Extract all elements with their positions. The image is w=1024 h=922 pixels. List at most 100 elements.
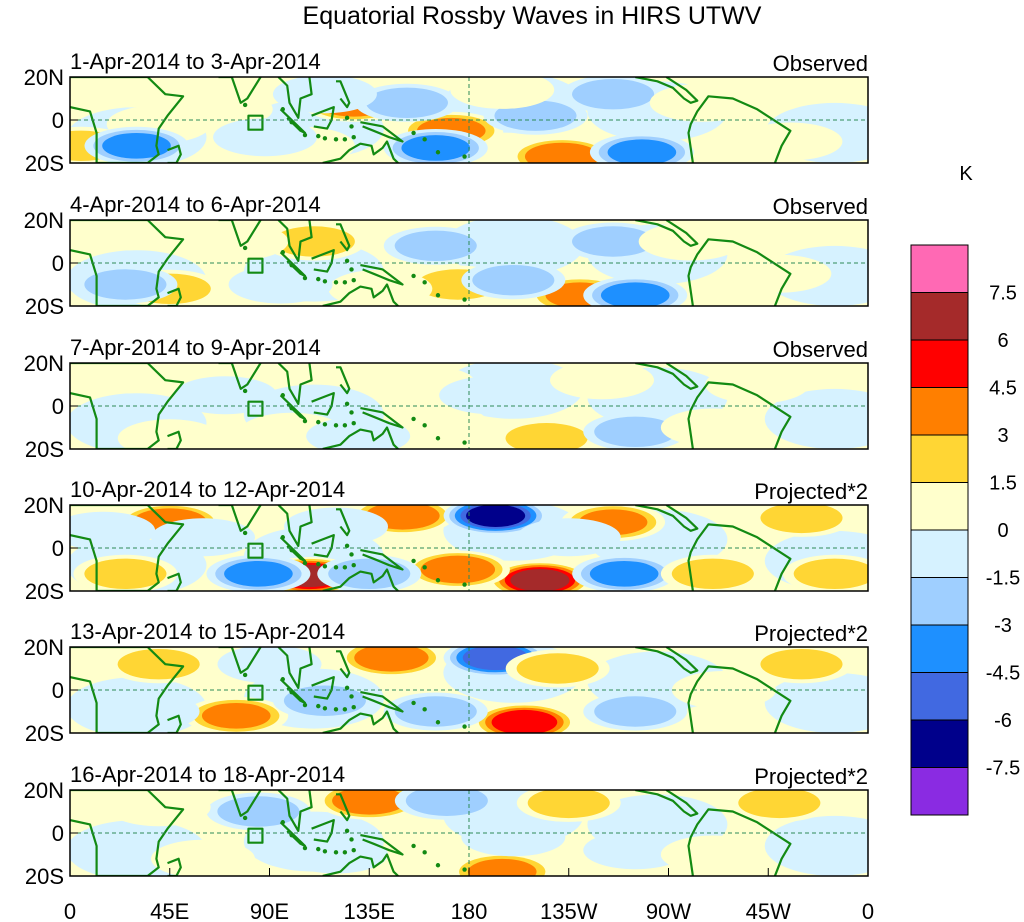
contour-field <box>70 363 868 449</box>
panel-date-range: 7-Apr-2014 to 9-Apr-2014 <box>70 335 321 360</box>
coastline <box>70 220 185 306</box>
contour-level <box>117 419 222 449</box>
lat-tick-label: 0 <box>52 536 64 561</box>
island <box>280 677 285 682</box>
contour-level <box>660 835 765 874</box>
island <box>322 849 328 854</box>
colorbar-bin <box>910 339 969 388</box>
island <box>351 848 356 853</box>
coastlines <box>70 790 792 876</box>
contour-level <box>705 365 810 404</box>
contour-level <box>173 376 278 415</box>
contour-field <box>70 77 868 163</box>
island <box>344 401 350 407</box>
panel-date-range: 16-Apr-2014 to 18-Apr-2014 <box>70 762 345 787</box>
colorbar-bin <box>910 244 969 293</box>
island <box>242 245 248 251</box>
contour-level <box>383 404 488 443</box>
island <box>344 828 350 834</box>
coastline <box>218 220 262 247</box>
island <box>411 130 416 136</box>
positive-anomaly <box>782 554 868 591</box>
contour-level <box>638 222 743 261</box>
coastline <box>360 407 404 429</box>
negative-anomaly <box>228 265 333 304</box>
colorbar-tick-label: 6 <box>997 330 1008 352</box>
positive-anomaly <box>660 835 765 874</box>
contour-level <box>70 511 156 550</box>
island <box>242 102 248 108</box>
negative-anomaly <box>213 118 318 157</box>
region-box <box>247 257 264 274</box>
negative-anomaly <box>394 790 499 820</box>
coastlines <box>70 505 792 591</box>
negative-anomaly <box>461 261 566 300</box>
region-box <box>247 542 264 559</box>
colorbar-bin <box>910 482 969 531</box>
island <box>316 276 321 282</box>
island <box>302 132 308 138</box>
island <box>422 707 427 712</box>
coastline <box>218 790 262 817</box>
contour-level <box>439 376 544 415</box>
island <box>289 547 294 553</box>
island <box>316 846 321 852</box>
island <box>349 124 354 129</box>
coastline <box>322 140 399 163</box>
positive-anomaly <box>405 550 510 589</box>
island <box>351 278 356 283</box>
island <box>351 705 356 710</box>
contour-level <box>649 83 754 122</box>
panel-kind: Observed <box>773 194 868 219</box>
colorbar-tick-label: 7.5 <box>989 283 1017 305</box>
coastline <box>311 819 335 843</box>
island <box>322 706 328 711</box>
panel-date-range: 1-Apr-2014 to 3-Apr-2014 <box>70 49 321 74</box>
colorbar-tick-label: 3 <box>997 425 1008 447</box>
island <box>289 689 294 695</box>
contour-field <box>70 790 868 876</box>
colorbar-tick-label: -4.5 <box>986 663 1020 685</box>
contour-level <box>394 230 477 261</box>
island <box>411 700 416 706</box>
coastlines <box>70 647 792 733</box>
contour-level <box>461 818 566 857</box>
lat-tick-label: 20S <box>25 294 64 319</box>
contour-level <box>401 135 471 161</box>
coastline <box>687 665 792 733</box>
coastline <box>277 363 313 405</box>
island <box>349 552 354 557</box>
island <box>349 410 354 415</box>
lat-tick-label: 0 <box>52 108 64 133</box>
island <box>280 820 285 825</box>
contour-field <box>70 220 868 306</box>
island <box>349 267 354 272</box>
coastline <box>336 366 351 395</box>
coastline <box>322 853 399 876</box>
contour-level <box>84 269 167 300</box>
colorbar-bin <box>910 529 969 578</box>
colorbar-bin <box>910 434 969 483</box>
positive-anomaly <box>184 222 289 261</box>
coastline <box>311 676 335 700</box>
island <box>435 293 441 298</box>
colorbar-tick-label: -1.5 <box>986 568 1020 590</box>
island <box>333 280 339 285</box>
positive-anomaly <box>73 554 178 591</box>
negative-anomaly <box>383 226 488 265</box>
contour-level <box>516 653 599 684</box>
coastline <box>277 647 313 689</box>
contour-level <box>84 558 167 589</box>
coastlines <box>70 77 792 163</box>
island <box>316 703 321 709</box>
coastline <box>635 647 699 674</box>
contour-level <box>594 416 677 447</box>
island <box>462 440 467 445</box>
island <box>349 837 354 842</box>
coastline <box>218 647 262 674</box>
colorbar-tick-label: -6 <box>994 710 1012 732</box>
island <box>422 137 427 142</box>
lon-tick-label: 90E <box>250 899 289 922</box>
